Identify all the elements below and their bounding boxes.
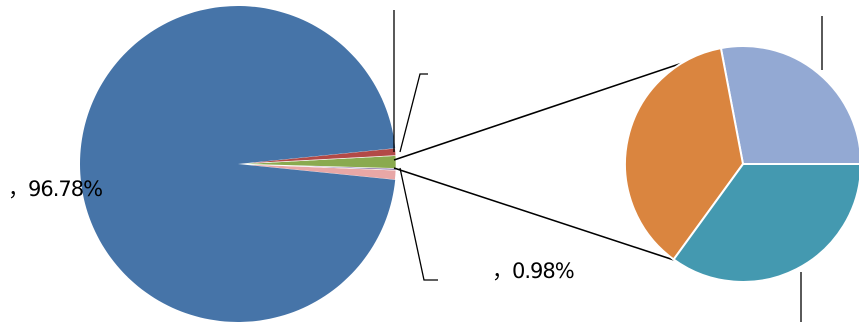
pie-connector-lines [393,50,719,263]
secondary-pie [624,45,859,283]
leader-line-small-bottom [399,167,438,281]
secondary-pie-slice-0 [719,45,859,165]
main-pie [79,6,397,323]
connector-line-top [393,50,719,161]
label-small-slice: ，0.98% [492,259,574,283]
leader-line-small-top [399,73,428,153]
main-pie-slice-0 [79,6,396,323]
secondary-pie-slice-1 [672,163,859,283]
label-main-slice: ，96.78% [8,177,102,201]
secondary-pie-slice-2 [624,46,745,261]
main-pie-slice-1 [237,147,397,165]
connector-line-bottom [393,167,681,263]
leader-lines [393,10,823,322]
